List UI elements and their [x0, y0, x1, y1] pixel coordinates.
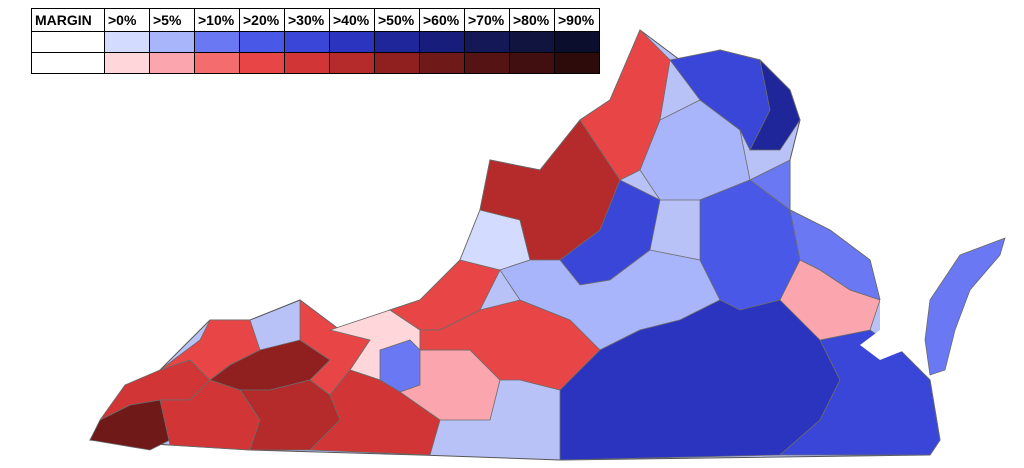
- legend-blue-swatch: [374, 31, 420, 53]
- legend-blue-swatch: [239, 31, 285, 53]
- legend-threshold: >20%: [239, 8, 285, 32]
- legend-red-swatch: [374, 52, 420, 74]
- margin-legend: MARGIN >0% >5% >10% >20% >30% >40% >50% …: [31, 8, 600, 74]
- legend-threshold: >60%: [419, 8, 465, 32]
- region-southwest-tip[interactable]: [89, 399, 171, 451]
- legend-red-swatch: [104, 52, 150, 74]
- legend-empty-cell: [31, 31, 105, 53]
- legend-threshold: >10%: [194, 8, 240, 32]
- legend-red-swatch: [509, 52, 555, 74]
- legend-blue-swatch: [419, 31, 465, 53]
- legend-empty-cell: [31, 52, 105, 74]
- legend-threshold: >40%: [329, 8, 375, 32]
- legend-red-swatch: [149, 52, 195, 74]
- legend-threshold: >0%: [104, 8, 150, 32]
- legend-blue-swatch: [464, 31, 510, 53]
- legend-blue-swatch: [194, 31, 240, 53]
- legend-red-swatch: [419, 52, 465, 74]
- legend-threshold: >90%: [554, 8, 600, 32]
- legend-threshold: >50%: [374, 8, 420, 32]
- legend-blue-swatch: [284, 31, 330, 53]
- legend-red-swatch: [239, 52, 285, 74]
- region-northern-piedmont[interactable]: [639, 99, 751, 201]
- legend-red-swatch: [329, 52, 375, 74]
- legend-header-row: MARGIN >0% >5% >10% >20% >30% >40% >50% …: [31, 8, 600, 32]
- legend-blue-row: [31, 31, 600, 53]
- legend-blue-swatch: [149, 31, 195, 53]
- region-central-piedmont[interactable]: [419, 299, 601, 391]
- legend-blue-swatch: [104, 31, 150, 53]
- legend-red-swatch: [194, 52, 240, 74]
- region-shenandoah-north[interactable]: [579, 29, 671, 181]
- legend-blue-swatch: [554, 31, 600, 53]
- legend-threshold: >5%: [149, 8, 195, 32]
- legend-blue-swatch: [509, 31, 555, 53]
- legend-red-swatch: [464, 52, 510, 74]
- legend-red-row: [31, 52, 600, 74]
- region-middle-peninsula[interactable]: [779, 259, 881, 341]
- chesapeake-bay: [860, 290, 915, 360]
- region-eastern-shore[interactable]: [924, 237, 1006, 376]
- legend-threshold: >30%: [284, 8, 330, 32]
- region-northern-virginia-core[interactable]: [749, 58, 801, 151]
- legend-threshold: >80%: [509, 8, 555, 32]
- legend-red-swatch: [284, 52, 330, 74]
- legend-blue-swatch: [329, 31, 375, 53]
- legend-threshold: >70%: [464, 8, 510, 32]
- legend-title: MARGIN: [31, 8, 105, 32]
- legend-red-swatch: [554, 52, 600, 74]
